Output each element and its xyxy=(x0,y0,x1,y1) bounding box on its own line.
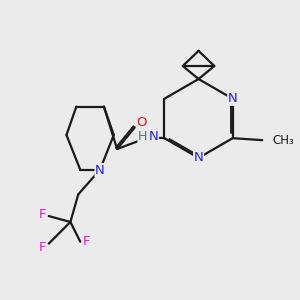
Text: N: N xyxy=(149,130,158,143)
Text: F: F xyxy=(39,208,46,220)
Text: O: O xyxy=(136,116,147,129)
Text: F: F xyxy=(39,241,46,254)
Text: N: N xyxy=(194,152,203,164)
Text: N: N xyxy=(228,92,238,105)
Text: H: H xyxy=(138,130,147,143)
Text: CH₃: CH₃ xyxy=(272,134,294,147)
Text: N: N xyxy=(95,164,105,177)
Text: F: F xyxy=(82,235,90,248)
